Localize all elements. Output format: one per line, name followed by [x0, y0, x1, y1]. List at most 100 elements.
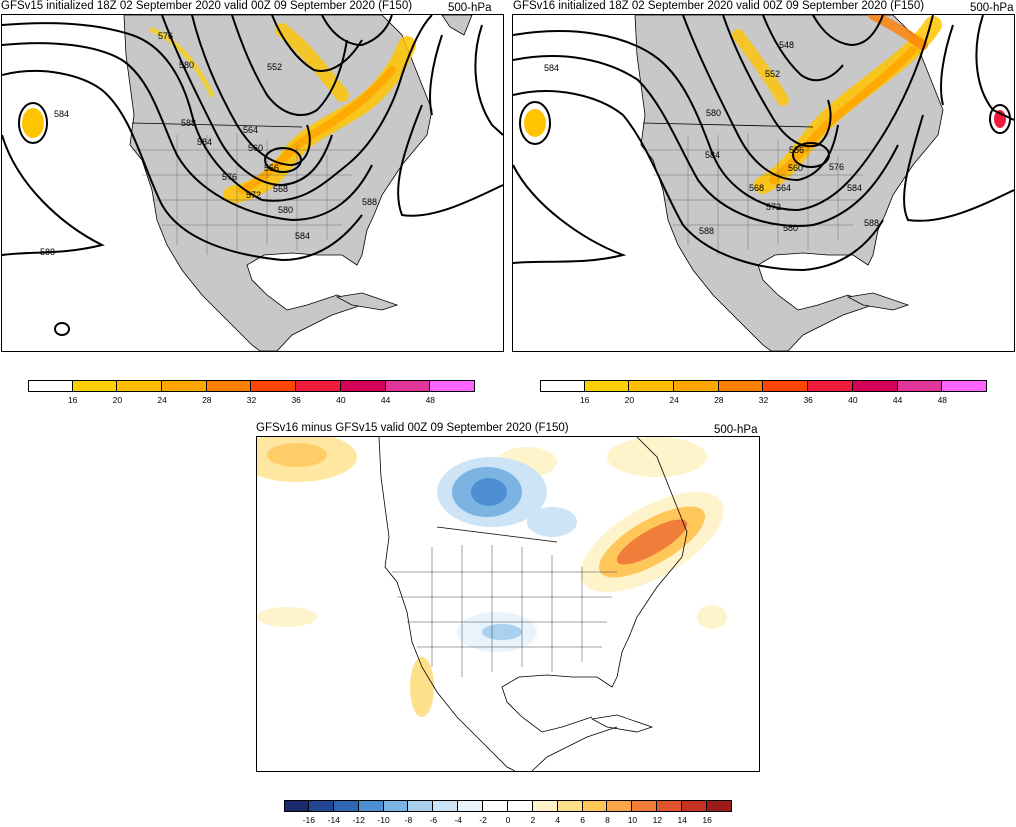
contour-label: 548: [779, 40, 794, 50]
contour-label: 556: [789, 145, 804, 155]
contour-label: 576: [829, 162, 844, 172]
colorbar-swatch: [28, 380, 73, 392]
contour-label: 580: [783, 223, 798, 233]
contour-label: 584: [295, 231, 310, 241]
colorbar-tick-label: -6: [429, 815, 438, 825]
colorbar-tick-label: 0: [505, 815, 511, 825]
contour-label: 564: [776, 183, 791, 193]
contour-label: 556: [264, 163, 279, 173]
closed-contour-low: [792, 142, 830, 168]
colorbar-swatch: [718, 380, 764, 392]
colorbar-swatch: [72, 380, 118, 392]
colorbar-wind-right-labels: 16 20 24 28 32 36 40 44 48: [540, 395, 987, 407]
colorbar-swatch: [507, 800, 533, 812]
contour-label: 588: [699, 226, 714, 236]
contour-label: 588: [40, 247, 55, 257]
us-canada-border: [642, 122, 814, 128]
colorbar-tick-label: 32: [246, 395, 257, 405]
colorbar-swatch: [657, 800, 682, 812]
contour-label: 552: [267, 62, 282, 72]
map-panel-gfsv15: 576 580 584 588 584 564 560 556 576 572 …: [1, 14, 504, 352]
us-canada-border: [131, 122, 303, 128]
colorbar-swatch: [358, 800, 384, 812]
colorbar-tick-label: 28: [714, 395, 724, 405]
colorbar-tick-label: 44: [892, 395, 903, 405]
contour-label: 576: [158, 31, 173, 41]
colorbar-wind-right: [540, 380, 987, 392]
difference-shading: [257, 437, 727, 717]
colorbar-swatch: [584, 380, 630, 392]
closed-contour-pacific: [519, 101, 551, 145]
colorbar-tick-label: 20: [112, 395, 123, 405]
contour-label: 584: [54, 109, 69, 119]
contour-labels: 576 580 584 588 584 564 560 556 576 572 …: [40, 31, 377, 257]
colorbar-tick-label: 10: [627, 815, 638, 825]
colorbar-tick-label: 24: [669, 395, 679, 405]
colorbar-swatch: [251, 380, 297, 392]
map-gfsv16: 584 548 552 580 584 556 560 568 564 572 …: [513, 15, 1014, 351]
colorbar-tick-label: 16: [579, 395, 590, 405]
wind-max-pacific: [22, 108, 44, 138]
colorbar-swatch: [117, 380, 163, 392]
map-gfsv15: 576 580 584 588 584 564 560 556 576 572 …: [2, 15, 503, 351]
contour-label: 560: [788, 163, 803, 173]
colorbar-swatch: [674, 380, 719, 392]
colorbar-tick-label: 48: [937, 395, 948, 405]
colorbar-swatch: [162, 380, 207, 392]
panel-title-difference: GFSv16 minus GFSv15 valid 00Z 09 Septemb…: [256, 422, 569, 434]
closed-contour-atlantic: [989, 104, 1011, 134]
contour-label: 568: [749, 183, 764, 193]
land-north-america: [634, 15, 944, 351]
contour-label: 552: [765, 69, 780, 79]
colorbar-wind-left-labels: 16 20 24 28 32 36 40 44 48: [28, 395, 475, 407]
colorbar-swatch: [532, 800, 558, 812]
colorbar-swatch: [942, 380, 987, 392]
colorbar-swatch: [284, 800, 309, 812]
colorbar-swatch: [458, 800, 483, 812]
colorbar-tick-label: 40: [336, 395, 346, 405]
colorbar-tick-label: 16: [702, 815, 712, 825]
colorbar-swatch: [682, 800, 707, 812]
colorbar-swatch: [629, 380, 675, 392]
wind-max-pacific: [524, 109, 546, 137]
colorbar-swatch: [897, 380, 943, 392]
colorbar-tick-label: 14: [677, 815, 687, 825]
coastlines: [378, 437, 688, 771]
contour-label: 572: [246, 190, 261, 200]
colorbar-tick-label: 28: [202, 395, 212, 405]
colorbar-swatch: [296, 380, 341, 392]
colorbar-swatch: [483, 800, 508, 812]
land-cuba: [846, 292, 910, 311]
colorbar-swatch: [385, 380, 431, 392]
colorbar-tick-label: 48: [425, 395, 436, 405]
colorbar-swatch: [557, 800, 583, 812]
geopotential-height-contours: [513, 15, 1014, 272]
colorbar-swatch: [607, 800, 633, 812]
colorbar-wind-left: [28, 380, 475, 392]
colorbar-tick-label: 32: [758, 395, 769, 405]
colorbar-tick-label: 44: [380, 395, 391, 405]
contour-label: 584: [847, 183, 862, 193]
colorbar-swatch: [333, 800, 359, 812]
colorbar-swatch: [430, 380, 475, 392]
land-cuba: [335, 292, 399, 311]
colorbar-swatch: [433, 800, 459, 812]
level-label-gfsv15: 500-hPa: [448, 2, 492, 14]
colorbar-difference-labels: -16 -14 -12 -10 -8 -6 -4 -2 0 2 4 6 8 10 12 14 16: [284, 815, 732, 827]
colorbar-tick-label: 8: [605, 815, 610, 825]
colorbar-swatch: [582, 800, 608, 812]
contour-label: 572: [766, 202, 781, 212]
colorbar-swatch: [340, 380, 386, 392]
colorbar-tick-label: -2: [479, 815, 487, 825]
colorbar-swatch: [408, 800, 434, 812]
colorbar-tick-label: 24: [157, 395, 167, 405]
contour-label: 576: [222, 172, 237, 182]
colorbar-tick-label: 20: [624, 395, 635, 405]
jet-wind-shading: [732, 15, 942, 194]
contour-label: 580: [706, 108, 721, 118]
contour-label: 568: [273, 184, 288, 194]
colorbar-tick-label: 36: [291, 395, 301, 405]
closed-contour-small: [54, 322, 70, 336]
colorbar-swatch: [808, 380, 853, 392]
contour-label: 588: [362, 197, 377, 207]
